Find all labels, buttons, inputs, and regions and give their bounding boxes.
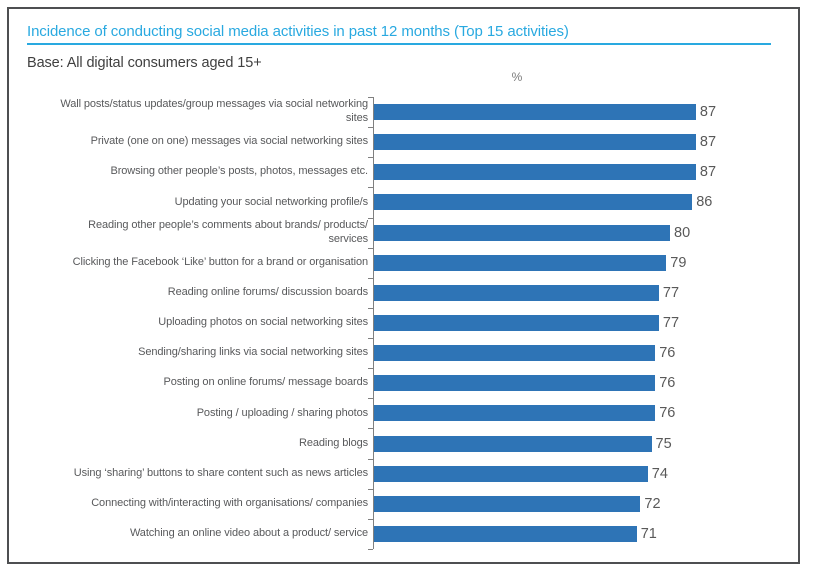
axis-tick [368,398,373,400]
value-label: 86 [696,194,713,211]
value-label: 87 [699,164,717,181]
bar [374,224,670,241]
bar [374,405,656,422]
axis-tick [368,518,373,520]
axis-tick [368,307,373,309]
bar [374,525,637,542]
category-label: Watching an online video about a product… [129,527,368,540]
axis-tick [368,488,373,490]
bar [374,134,696,151]
bar [374,375,656,392]
value-label: 75 [655,435,672,452]
value-label: 76 [659,375,676,392]
chart-row: Reading blogs 75 [27,428,785,458]
value-label: 77 [662,284,680,301]
unit-label: % [511,70,523,84]
chart-row: Reading other people’s comments about br… [27,218,785,248]
value-label: 79 [670,254,687,271]
bar-chart: Wall posts/status updates/group messages… [27,97,785,550]
category-label: Posting on online forums/ message boards [163,376,368,389]
value-label: 77 [662,314,680,331]
chart-row: Using ‘sharing’ buttons to share content… [27,459,785,489]
chart-row: Posting on online forums/ message boards… [27,368,785,398]
category-label: Wall posts/status updates/group messages… [60,98,368,125]
category-label: Reading other people’s comments about br… [88,218,368,245]
bar [374,435,652,452]
bar [374,465,648,482]
value-label: 80 [674,224,691,241]
chart-row: Watching an online video about a product… [27,519,785,549]
value-label: 72 [644,495,661,512]
axis-tick [368,428,373,430]
axis-tick [368,97,373,98]
category-label: Updating your social networking profile/… [174,195,368,208]
bar [374,345,656,362]
value-label: 74 [651,465,668,482]
bar [374,194,693,211]
chart-title: Incidence of conducting social media act… [27,23,569,40]
category-label: Clicking the Facebook ‘Like’ button for … [72,255,368,268]
chart-row: Sending/sharing links via social network… [27,338,785,368]
axis-tick [368,338,373,340]
axis-tick [368,187,373,189]
axis-tick [368,157,373,159]
category-label: Uploading photos on social networking si… [158,316,368,329]
chart-row: Clicking the Facebook ‘Like’ button for … [27,248,785,278]
axis-tick [368,277,373,279]
category-label: Browsing other people’s posts, photos, m… [110,165,368,178]
chart-row: Updating your social networking profile/… [27,187,785,217]
bar [374,104,696,121]
value-label: 87 [699,104,717,121]
category-label: Sending/sharing links via social network… [138,346,368,359]
bar [374,254,667,271]
chart-row: Connecting with/interacting with organis… [27,489,785,519]
chart-row: Uploading photos on social networking si… [27,308,785,338]
value-label: 76 [659,345,676,362]
value-label: 71 [640,525,657,542]
chart-row: Reading online forums/ discussion boards… [27,278,785,308]
category-label: Private (one on one) messages via social… [90,135,368,148]
chart-row: Posting / uploading / sharing photos 76 [27,398,785,428]
bar [374,314,659,331]
category-label: Reading blogs [298,436,368,449]
bar [374,284,659,301]
title-underline [27,43,771,45]
bar [374,164,696,181]
axis-tick [368,549,373,550]
chart-row: Wall posts/status updates/group messages… [27,97,785,127]
axis-tick [368,368,373,370]
category-label: Connecting with/interacting with organis… [91,496,368,509]
axis-tick [368,217,373,219]
chart-row: Browsing other people’s posts, photos, m… [27,157,785,187]
category-label: Reading online forums/ discussion boards [167,285,368,298]
chart-row: Private (one on one) messages via social… [27,127,785,157]
category-label: Posting / uploading / sharing photos [196,406,368,419]
axis-tick [368,127,373,129]
bar [374,495,641,512]
axis-tick [368,247,373,249]
value-label: 87 [699,134,717,151]
base-note: Base: All digital consumers aged 15+ [27,55,262,71]
axis-tick [368,458,373,460]
category-label: Using ‘sharing’ buttons to share content… [73,466,368,479]
value-label: 76 [659,405,676,422]
y-axis-line [373,97,374,549]
